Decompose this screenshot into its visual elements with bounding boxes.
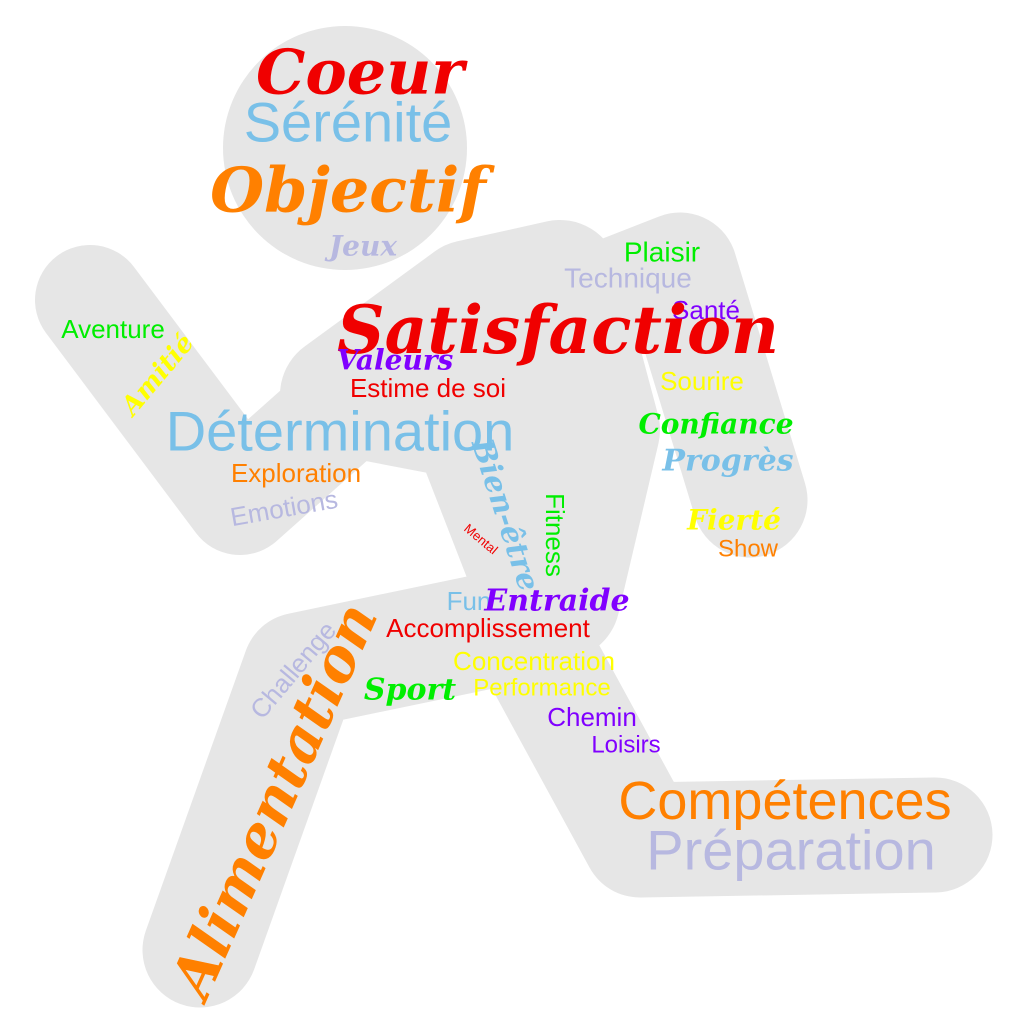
word-determination: Détermination bbox=[166, 400, 515, 463]
runner-front-arm bbox=[392, 212, 808, 558]
word-estime-de-soi: Estime de soi bbox=[350, 373, 506, 403]
word-entraide: Entraide bbox=[483, 584, 629, 619]
word-serenite: Sérénité bbox=[244, 91, 453, 154]
word-fun: Fun bbox=[447, 586, 492, 616]
word-objectif: Objectif bbox=[210, 154, 495, 227]
word-accomplissement: Accomplissement bbox=[386, 613, 591, 643]
word-aventure: Aventure bbox=[61, 314, 165, 344]
word-performance: Performance bbox=[473, 675, 610, 702]
word-show: Show bbox=[718, 536, 779, 563]
word-competences: Compétences bbox=[618, 771, 951, 831]
word-valeurs: Valeurs bbox=[337, 344, 454, 377]
word-satisfaction: Satisfaction bbox=[337, 291, 779, 369]
word-coeur: Coeur bbox=[256, 36, 468, 109]
word-sourire: Sourire bbox=[660, 366, 744, 396]
word-sport: Sport bbox=[364, 673, 456, 708]
word-loisirs: Loisirs bbox=[591, 732, 660, 759]
word-chemin: Chemin bbox=[547, 702, 637, 732]
runner-back-leg bbox=[142, 562, 598, 1008]
word-fierte: Fierté bbox=[686, 504, 781, 537]
runner-head bbox=[223, 26, 467, 270]
word-technique: Technique bbox=[564, 263, 692, 294]
word-plaisir: Plaisir bbox=[624, 237, 700, 268]
word-progres: Progrès bbox=[661, 444, 793, 479]
word-sante: Santé bbox=[672, 295, 740, 325]
word-preparation: Préparation bbox=[646, 819, 936, 882]
word-jeux: Jeux bbox=[324, 230, 397, 263]
word-confiance: Confiance bbox=[638, 408, 793, 441]
word-fitness: Fitness bbox=[540, 493, 570, 577]
runner-front-leg bbox=[462, 562, 993, 898]
word-concentration: Concentration bbox=[453, 646, 615, 676]
word-exploration: Exploration bbox=[231, 458, 361, 488]
runner-silhouette bbox=[35, 26, 993, 1008]
runner-back-arm bbox=[35, 245, 385, 555]
